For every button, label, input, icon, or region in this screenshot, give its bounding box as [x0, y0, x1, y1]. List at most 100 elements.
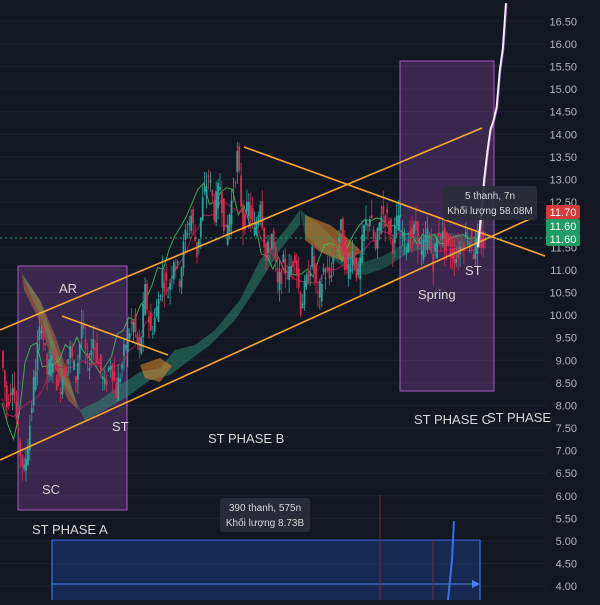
candle-body [111, 364, 114, 382]
candle-body [107, 367, 110, 370]
y-tick-label: 14.50 [549, 107, 577, 119]
candle-body [184, 229, 187, 240]
candle-body [242, 204, 244, 231]
tooltip-bottom-bg [220, 498, 310, 532]
candle-body [307, 272, 310, 284]
candle-body [434, 243, 437, 252]
candle-body [288, 266, 291, 280]
tooltip-top: 5 thanh, 7n Khối lượng 58.08M [443, 186, 537, 220]
candle-body [69, 345, 72, 359]
candle-body [317, 291, 319, 293]
candle-body [132, 322, 135, 333]
candle-body [253, 227, 256, 235]
measure-arrow-head [472, 580, 480, 588]
candle-body [197, 239, 200, 247]
candle-body [149, 312, 152, 331]
label-ar: AR [59, 281, 77, 296]
candle-body [103, 378, 106, 385]
candle-body [128, 333, 131, 339]
measure-box[interactable] [51, 539, 481, 603]
candle-body [5, 385, 8, 408]
candle-body [92, 338, 95, 349]
candle-body [224, 224, 227, 227]
price-badge-2-text: 11.60 [550, 221, 577, 233]
price-axis[interactable]: 16.50 16.00 15.50 15.00 14.50 14.00 13.50 13.00… [549, 16, 577, 593]
candles [2, 141, 486, 482]
candle-body [96, 343, 98, 364]
y-tick-label: 6.00 [556, 491, 577, 503]
lagging-span-line [1, 182, 486, 442]
candle-body [372, 229, 375, 239]
candle-body [59, 392, 62, 395]
candle-body [384, 215, 387, 227]
candle-body [11, 388, 14, 395]
candle-body [119, 378, 122, 383]
candle-body [355, 258, 358, 278]
candle-body [88, 368, 91, 371]
candle-body [463, 243, 465, 251]
channel-upper-line[interactable] [0, 127, 483, 331]
candle-body [405, 247, 408, 253]
candle-body [98, 362, 100, 365]
candle-body [34, 370, 37, 390]
candle-body [376, 228, 379, 249]
candle-body [305, 274, 308, 288]
candle-body [414, 221, 417, 231]
candle-body [363, 225, 365, 242]
candle-body [282, 254, 285, 263]
candle-body [393, 226, 396, 244]
candle-body [438, 232, 440, 235]
candle-body [365, 219, 367, 226]
candle-body [313, 256, 316, 274]
candle-body [466, 240, 469, 242]
candle-body [38, 326, 41, 341]
tooltip-bottom: 390 thanh, 575n Khối lượng 8.73B [220, 498, 310, 532]
y-tick-label: 13.00 [549, 174, 577, 186]
candle-body [236, 151, 239, 172]
channel-lower-line[interactable] [0, 217, 533, 461]
candle-body [397, 215, 400, 231]
candle-body [163, 281, 166, 292]
candle-body [63, 370, 66, 378]
candle-body [199, 217, 202, 237]
candle-body [309, 274, 312, 277]
candle-body [67, 359, 70, 364]
price-badge-3-text: 11.60 [550, 234, 577, 246]
candle-body [142, 304, 145, 338]
candle-body [136, 333, 139, 344]
candle-body [190, 215, 193, 231]
candle-body [470, 229, 473, 251]
candle-body [209, 180, 212, 183]
candle-body [401, 231, 404, 236]
candle-body [186, 233, 189, 235]
candle-body [293, 255, 296, 264]
candle-body [46, 353, 49, 376]
y-tick-label: 10.50 [549, 287, 577, 299]
y-tick-label: 9.00 [556, 355, 577, 367]
resistance-line[interactable] [243, 146, 546, 257]
candle-body [265, 243, 267, 261]
ar-line[interactable] [61, 315, 169, 356]
candle-body [80, 324, 83, 339]
indicator-lines [1, 182, 486, 442]
label-st-a: ST [112, 419, 129, 434]
candle-body [188, 223, 191, 226]
candle-body [130, 320, 133, 325]
cloud-orange-left [140, 358, 172, 382]
candle-body [359, 257, 362, 280]
candle-body [453, 248, 456, 264]
cloud-orange [305, 215, 362, 262]
candle-body [292, 261, 294, 267]
y-tick-label: 5.00 [556, 536, 577, 548]
candle-body [219, 186, 221, 191]
candle-body [217, 182, 219, 208]
candle-body [322, 268, 325, 273]
candle-body [403, 232, 406, 241]
candle-body [428, 240, 431, 242]
y-tick-label: 6.50 [556, 468, 577, 480]
price-badge-1: 11.70 [546, 205, 580, 219]
candle-body [388, 221, 390, 234]
candle-body [424, 235, 427, 242]
